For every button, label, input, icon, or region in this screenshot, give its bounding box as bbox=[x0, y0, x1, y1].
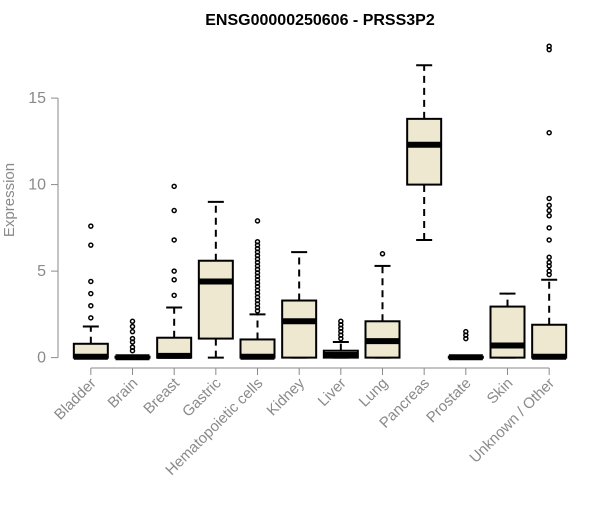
x-tick-label-0: Bladder bbox=[51, 375, 100, 424]
x-tick-label-6: Liver bbox=[315, 375, 350, 410]
outlier-point bbox=[254, 238, 261, 245]
outlier-point bbox=[546, 212, 552, 219]
outlier-point bbox=[129, 335, 136, 342]
box-group-1 bbox=[114, 318, 151, 361]
box bbox=[531, 323, 568, 359]
outlier-point bbox=[546, 268, 552, 274]
y-tick-label-10: 10 bbox=[28, 177, 46, 194]
outlier-point bbox=[88, 278, 94, 285]
outlier-point bbox=[546, 225, 552, 231]
x-tick-label-5: Kidney bbox=[264, 374, 309, 419]
x-tick-label-2: Breast bbox=[140, 374, 183, 417]
outlier-point bbox=[379, 251, 386, 257]
outlier-point bbox=[129, 328, 136, 335]
outlier-point bbox=[171, 237, 177, 243]
y-tick-label-0: 0 bbox=[37, 350, 46, 367]
outlier-point bbox=[88, 290, 94, 297]
y-axis-label: Expression bbox=[1, 163, 18, 237]
box bbox=[406, 117, 443, 186]
x-tick-label-7: Lung bbox=[356, 375, 392, 411]
x-tick-label-10: Skin bbox=[484, 375, 517, 408]
box-group-0 bbox=[72, 223, 109, 360]
box-group-2 bbox=[156, 183, 193, 359]
y-axis: 0 5 10 15 bbox=[28, 90, 550, 375]
outlier-point bbox=[171, 277, 177, 283]
boxes bbox=[72, 43, 568, 361]
y-tick-label-15: 15 bbox=[28, 90, 46, 107]
outlier-point bbox=[88, 242, 94, 248]
outlier-point bbox=[546, 43, 552, 49]
outlier-point bbox=[546, 237, 552, 243]
box-group-7 bbox=[364, 251, 401, 359]
y-tick-label-5: 5 bbox=[37, 263, 46, 280]
box bbox=[197, 259, 234, 340]
box-group-6 bbox=[322, 318, 359, 359]
box-group-10 bbox=[489, 292, 526, 359]
outlier-point bbox=[171, 207, 177, 214]
outlier-point bbox=[171, 292, 177, 299]
outlier-point bbox=[129, 344, 136, 350]
outlier-point bbox=[463, 328, 469, 335]
outlier-point bbox=[88, 302, 94, 309]
outlier-point bbox=[88, 315, 94, 321]
box-group-5 bbox=[281, 251, 318, 359]
outlier-point bbox=[171, 183, 177, 190]
box bbox=[489, 305, 526, 359]
box-group-3 bbox=[197, 200, 234, 359]
outlier-point bbox=[129, 318, 136, 325]
outlier-point bbox=[546, 202, 552, 209]
outlier-point bbox=[546, 195, 552, 202]
outlier-point bbox=[88, 223, 94, 229]
outlier-point bbox=[546, 207, 552, 214]
box-group-4 bbox=[239, 218, 276, 360]
box-group-8 bbox=[406, 64, 443, 241]
x-tick-label-1: Brain bbox=[105, 375, 142, 412]
outlier-point bbox=[338, 318, 344, 325]
x-tick-label-9: Prostate bbox=[423, 375, 475, 427]
box-group-9 bbox=[447, 328, 484, 361]
outlier-point bbox=[129, 323, 136, 330]
box bbox=[281, 299, 318, 359]
outlier-point bbox=[546, 129, 552, 136]
outlier-point bbox=[171, 268, 177, 274]
outlier-point bbox=[254, 218, 261, 224]
outlier-point bbox=[546, 254, 552, 261]
chart-title: ENSG00000250606 - PRSS3P2 bbox=[205, 12, 435, 29]
box-group-11 bbox=[531, 43, 568, 360]
outlier-point bbox=[546, 259, 552, 266]
